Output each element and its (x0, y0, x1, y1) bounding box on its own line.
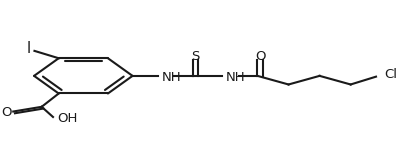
Text: O: O (255, 50, 265, 63)
Text: Cl: Cl (385, 68, 398, 81)
Text: NH: NH (162, 71, 182, 84)
Text: I: I (26, 42, 31, 57)
Text: OH: OH (57, 112, 78, 125)
Text: NH: NH (226, 71, 246, 84)
Text: S: S (191, 50, 200, 63)
Text: O: O (1, 106, 12, 119)
